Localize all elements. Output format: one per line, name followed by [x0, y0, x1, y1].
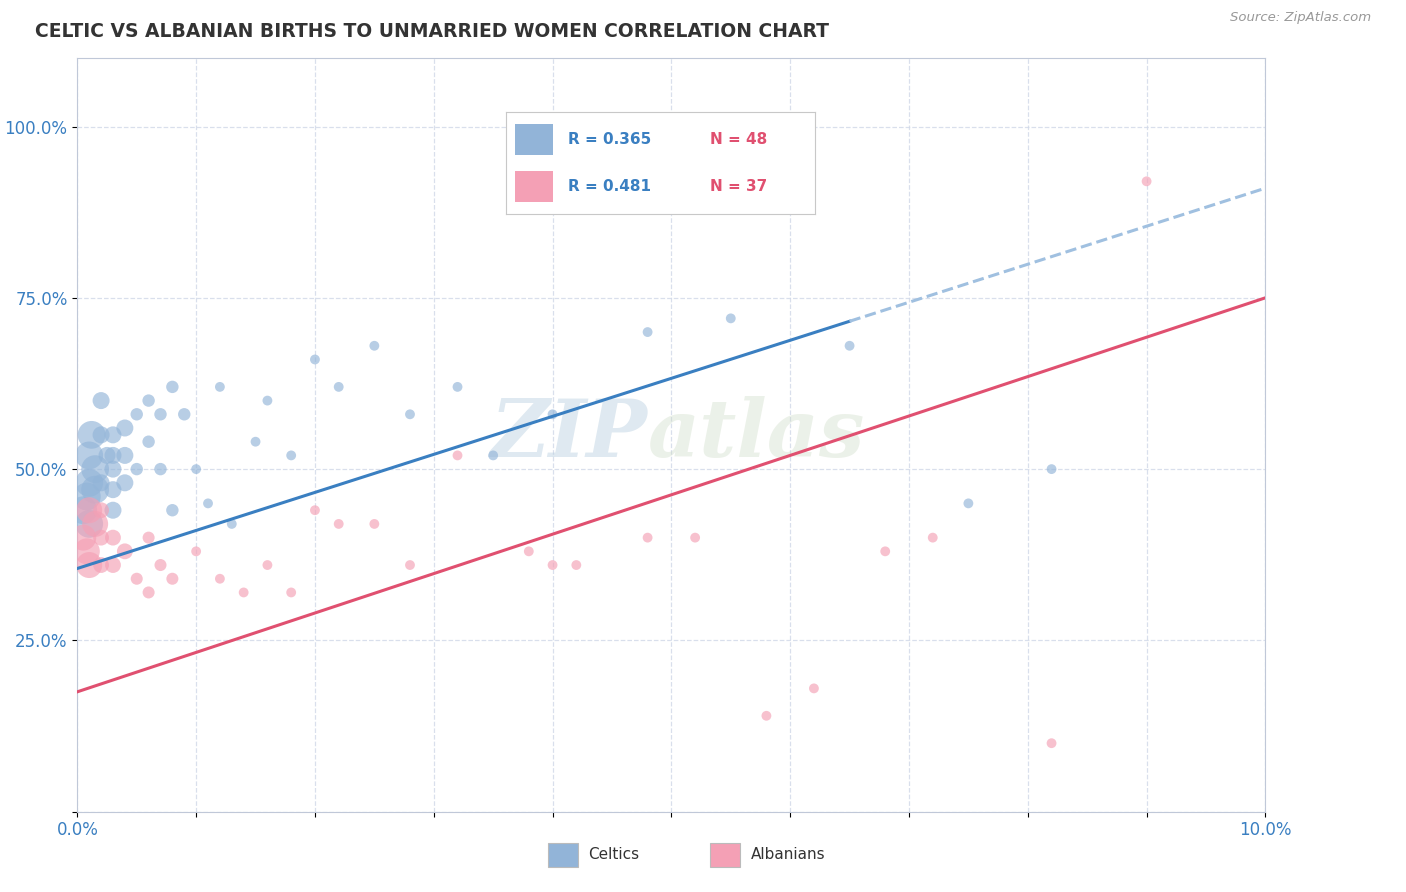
Point: [101, 483, 124, 497]
Text: N = 37: N = 37: [710, 179, 768, 194]
Point: [138, 531, 160, 545]
Point: [72, 503, 94, 517]
Bar: [710, 843, 741, 867]
Bar: [516, 171, 553, 202]
Point: [1040, 736, 1063, 750]
Point: [256, 558, 278, 572]
Point: [957, 496, 980, 510]
Point: [637, 531, 659, 545]
Point: [149, 462, 172, 476]
Point: [101, 531, 124, 545]
Point: [138, 434, 160, 449]
Point: [173, 407, 195, 421]
Point: [162, 572, 184, 586]
Point: [149, 558, 172, 572]
Point: [921, 531, 943, 545]
Point: [101, 462, 124, 476]
Point: [208, 572, 231, 586]
Point: [399, 407, 422, 421]
Point: [125, 462, 148, 476]
Point: [84, 483, 107, 497]
Point: [90, 531, 112, 545]
Point: [517, 544, 540, 558]
Point: [541, 407, 564, 421]
Point: [683, 531, 706, 545]
Point: [90, 427, 112, 442]
Point: [138, 585, 160, 599]
Point: [84, 516, 107, 531]
Point: [197, 496, 219, 510]
Point: [446, 449, 468, 463]
Point: [77, 558, 100, 572]
Point: [90, 503, 112, 517]
Point: [304, 352, 326, 367]
Point: [77, 449, 100, 463]
Text: ZIP: ZIP: [491, 396, 648, 474]
Point: [101, 503, 124, 517]
Point: [838, 339, 860, 353]
Point: [720, 311, 742, 326]
Point: [101, 449, 124, 463]
Bar: [548, 843, 578, 867]
Point: [637, 325, 659, 339]
Point: [149, 407, 172, 421]
Point: [72, 531, 94, 545]
Point: [186, 462, 208, 476]
Point: [1040, 462, 1063, 476]
Text: atlas: atlas: [648, 396, 865, 474]
Point: [446, 380, 468, 394]
Point: [875, 544, 897, 558]
Point: [90, 393, 112, 408]
Point: [162, 503, 184, 517]
Point: [208, 380, 231, 394]
Text: R = 0.481: R = 0.481: [568, 179, 651, 194]
Point: [125, 572, 148, 586]
Point: [76, 490, 98, 504]
Point: [114, 544, 136, 558]
Text: CELTIC VS ALBANIAN BIRTHS TO UNMARRIED WOMEN CORRELATION CHART: CELTIC VS ALBANIAN BIRTHS TO UNMARRIED W…: [35, 22, 830, 41]
Bar: [516, 124, 553, 154]
Point: [363, 339, 385, 353]
Point: [125, 407, 148, 421]
Point: [90, 475, 112, 490]
Point: [363, 516, 385, 531]
Point: [114, 421, 136, 435]
Point: [101, 558, 124, 572]
Point: [84, 462, 107, 476]
Point: [96, 449, 118, 463]
Point: [280, 449, 302, 463]
Point: [101, 427, 124, 442]
Point: [803, 681, 825, 696]
Point: [328, 380, 350, 394]
Point: [328, 516, 350, 531]
Point: [76, 544, 98, 558]
Point: [221, 516, 243, 531]
Text: Source: ZipAtlas.com: Source: ZipAtlas.com: [1230, 11, 1371, 24]
Point: [80, 427, 103, 442]
Point: [186, 544, 208, 558]
Point: [482, 449, 505, 463]
Point: [114, 449, 136, 463]
Point: [256, 393, 278, 408]
Point: [541, 558, 564, 572]
Text: R = 0.365: R = 0.365: [568, 132, 651, 146]
Point: [565, 558, 588, 572]
Text: Albanians: Albanians: [751, 847, 825, 862]
Point: [755, 708, 778, 723]
Text: N = 48: N = 48: [710, 132, 768, 146]
Point: [399, 558, 422, 572]
Point: [138, 393, 160, 408]
Text: Celtics: Celtics: [589, 847, 640, 862]
Point: [1135, 174, 1157, 188]
Point: [245, 434, 267, 449]
Point: [162, 380, 184, 394]
Point: [232, 585, 254, 599]
Point: [77, 503, 100, 517]
Point: [114, 475, 136, 490]
Point: [304, 503, 326, 517]
Point: [280, 585, 302, 599]
Point: [77, 475, 100, 490]
Point: [77, 516, 100, 531]
Point: [90, 558, 112, 572]
